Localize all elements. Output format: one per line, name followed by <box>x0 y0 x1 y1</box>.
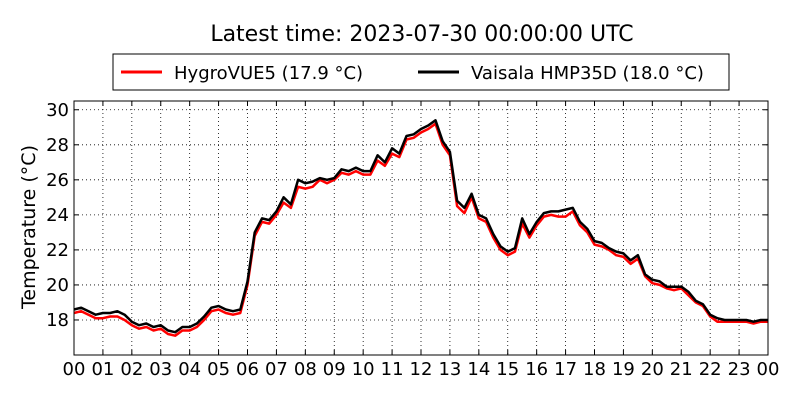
x-tick-label: 05 <box>207 359 230 380</box>
x-tick-label: 19 <box>612 359 635 380</box>
x-tick-label: 23 <box>728 359 751 380</box>
x-tick-label: 10 <box>352 359 375 380</box>
x-tick-label: 12 <box>410 359 433 380</box>
x-tick-label: 22 <box>699 359 722 380</box>
x-tick-label: 03 <box>149 359 172 380</box>
series-line-vaisala <box>73 119 768 334</box>
x-tick-label: 00 <box>757 359 780 380</box>
x-tick-label: 11 <box>381 359 404 380</box>
legend-label-vaisala: Vaisala HMP35D (18.0 °C) <box>471 63 704 84</box>
x-tick-label: 17 <box>554 359 577 380</box>
y-tick-label: 24 <box>46 205 69 226</box>
x-tick-label: 15 <box>496 359 519 380</box>
y-tick-label: 20 <box>46 275 69 296</box>
x-tick-label: 00 <box>63 359 86 380</box>
legend-label-hygrovue5: HygroVUE5 (17.9 °C) <box>174 63 363 84</box>
y-axis-label: Temperature (°C) <box>18 145 40 310</box>
x-tick-label: 02 <box>120 359 143 380</box>
y-tick-label: 18 <box>46 310 69 331</box>
series-line-hygrovue5 <box>73 122 768 337</box>
y-tick-label: 28 <box>46 135 69 156</box>
y-tick-label: 26 <box>46 170 69 191</box>
x-tick-label: 09 <box>323 359 346 380</box>
series-layer <box>73 119 768 337</box>
x-tick-label: 13 <box>438 359 461 380</box>
x-tick-label: 06 <box>236 359 259 380</box>
ticks: 00 01 02 03 04 05 06 07 08 09 10 11 12 13 14 15 16 17 18 19… <box>46 100 779 380</box>
x-tick-label: 18 <box>583 359 606 380</box>
x-tick-label: 08 <box>294 359 317 380</box>
y-tick-label: 22 <box>46 240 69 261</box>
x-tick-label: 07 <box>265 359 288 380</box>
legend: HygroVUE5 (17.9 °C) Vaisala HMP35D (18.0… <box>112 53 730 91</box>
x-tick-label: 21 <box>670 359 693 380</box>
y-tick-label: 30 <box>46 100 69 121</box>
x-tick-label: 04 <box>178 359 201 380</box>
x-tick-label: 16 <box>525 359 548 380</box>
x-tick-label: 20 <box>641 359 664 380</box>
grid <box>73 101 769 355</box>
plot-frame <box>73 100 769 356</box>
x-tick-label: 01 <box>91 359 114 380</box>
chart-title: Latest time: 2023-07-30 00:00:00 UTC <box>210 22 633 47</box>
x-tick-label: 14 <box>467 359 490 380</box>
